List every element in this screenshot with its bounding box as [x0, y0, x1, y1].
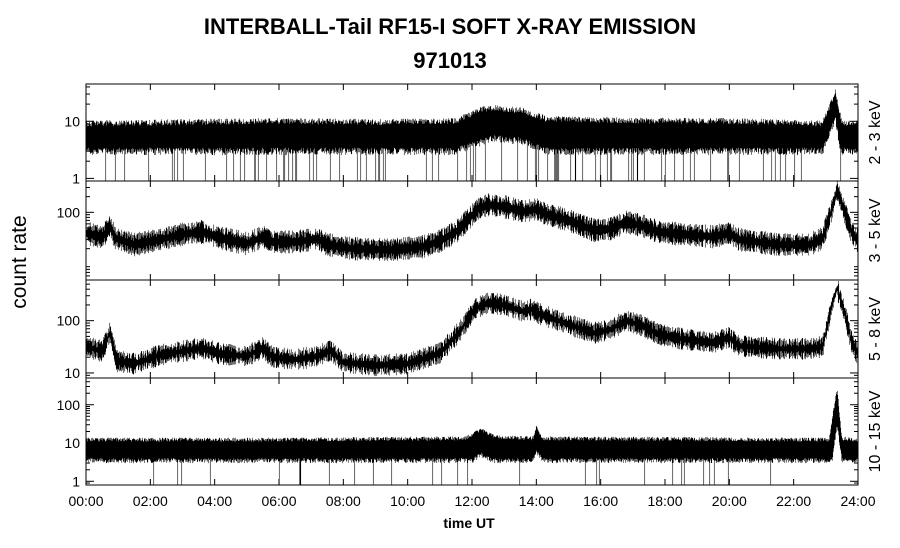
- panel-label-1: 2 - 3 keV: [867, 100, 884, 164]
- x-tick-label: 22:00: [776, 493, 811, 509]
- y-tick-label-panel-4: 10: [64, 435, 80, 451]
- x-tick-label: 16:00: [583, 493, 618, 509]
- y-tick-label-panel-3: 10: [64, 365, 80, 381]
- panel-label-3: 5 - 8 keV: [867, 297, 884, 361]
- panel-label-4: 10 - 15 keV: [867, 390, 884, 472]
- series-trace-panel-4: [85, 391, 859, 485]
- chart-title: INTERBALL-Tail RF15-I SOFT X-RAY EMISSIO…: [203, 14, 697, 39]
- panel-label-2: 3 - 5 keV: [867, 198, 884, 262]
- series-trace-panel-3: [85, 281, 859, 377]
- panel-frame-3: [85, 279, 859, 379]
- x-tick-label: 02:00: [133, 493, 168, 509]
- y-tick-label-panel-4: 1: [72, 473, 80, 489]
- x-tick-label: 14:00: [519, 493, 554, 509]
- x-tick-label: 20:00: [712, 493, 747, 509]
- series-trace-panel-2: [85, 181, 859, 261]
- x-tick-label: 06:00: [261, 493, 296, 509]
- x-axis-label: time UT: [443, 515, 495, 531]
- y-tick-label-panel-4: 100: [57, 397, 81, 413]
- y-tick-label-panel-2: 100: [57, 204, 81, 220]
- y-tick-label-panel-1: 1: [72, 170, 80, 186]
- x-tick-label: 00:00: [68, 493, 103, 509]
- chart-subtitle: 971013: [413, 48, 487, 73]
- x-tick-label: 08:00: [326, 493, 361, 509]
- x-tick-label: 04:00: [197, 493, 232, 509]
- x-tick-label: 12:00: [454, 493, 489, 509]
- series-trace-panel-1: [85, 89, 859, 181]
- x-tick-label: 24:00: [840, 493, 875, 509]
- y-tick-label-panel-1: 10: [64, 113, 80, 129]
- x-tick-label: 18:00: [647, 493, 682, 509]
- x-tick-label: 10:00: [390, 493, 425, 509]
- y-tick-label-panel-3: 100: [57, 313, 81, 329]
- panel-frame-4: [85, 377, 859, 486]
- y-axis-label: count rate: [8, 215, 31, 308]
